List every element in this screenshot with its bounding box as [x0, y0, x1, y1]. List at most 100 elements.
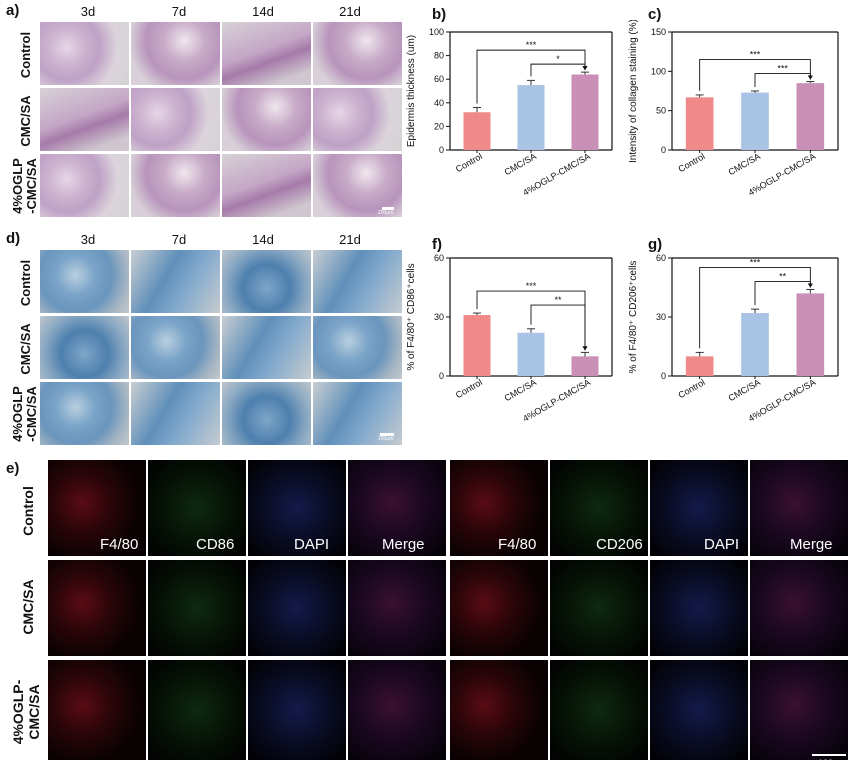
- scale-bar-a: [382, 207, 394, 210]
- if-tile-b0-r1-c0: [48, 560, 146, 656]
- bar-0: [463, 112, 491, 150]
- sig-bracket-1: [530, 304, 586, 351]
- col-label-7d-d: 7d: [171, 232, 187, 247]
- if-tile-b0-r0-c3: [348, 460, 446, 556]
- he-tile-r2-c0: [40, 154, 129, 217]
- col-label-3d: 3d: [80, 4, 96, 19]
- sig-bracket-0: [699, 59, 811, 91]
- masson-tile-r0-c2: [222, 250, 311, 313]
- bar-2: [796, 83, 825, 150]
- panel-b-label: b): [432, 6, 447, 23]
- he-tile-r2-c1: [131, 154, 220, 217]
- bar-2: [796, 293, 825, 376]
- y-tick-label: 20: [434, 121, 444, 131]
- row-label-cmc-e: CMC/SA: [20, 579, 36, 635]
- y-tick-label: 60: [434, 253, 444, 263]
- y-tick-label: 100: [429, 27, 444, 37]
- y-tick-label: 60: [656, 253, 666, 263]
- if-tile-b1-r0-c0: [450, 460, 548, 556]
- x-tick-label-0: Control: [677, 151, 707, 174]
- bar-2: [571, 356, 599, 376]
- if-tile-b0-r1-c3: [348, 560, 446, 656]
- bar-2: [571, 74, 599, 150]
- if-tile-b0-r0-c1: [148, 460, 246, 556]
- e-right-label-dapi: DAPI: [704, 536, 740, 553]
- if-tile-b1-r2-c3: [750, 660, 848, 760]
- sig-label-0: ***: [750, 257, 761, 267]
- chart-c-collagen: 0 50 100 150 Intensity of collagen staining …: [628, 20, 839, 198]
- panel-f-label: f): [432, 236, 442, 253]
- if-tile-b0-r1-c1: [148, 560, 246, 656]
- panel-d-label: d): [6, 230, 21, 247]
- y-tick-label: 50: [656, 106, 666, 116]
- y-tick-label: 0: [439, 371, 444, 381]
- if-tile-b1-r0-c2: [650, 460, 748, 556]
- masson-tile-r0-c1: [131, 250, 220, 313]
- e-left-label-dapi: DAPI: [294, 536, 330, 553]
- e-left-label-f480: F4/80: [100, 536, 139, 553]
- row-label-oglp-d: 4%OGLP -CMC/SA: [10, 386, 39, 442]
- x-tick-label-0: Control: [454, 377, 484, 400]
- x-tick-label-0: Control: [454, 151, 484, 174]
- y-axis-title: % of F4/80⁺ CD86⁺cells: [406, 263, 417, 370]
- y-tick-label: 0: [439, 145, 444, 155]
- col-label-14d: 14d: [252, 4, 274, 19]
- y-tick-label: 30: [434, 312, 444, 322]
- e-right-label-cd206: CD206: [596, 536, 643, 553]
- col-label-21d: 21d: [339, 4, 361, 19]
- if-tile-b1-r2-c0: [450, 660, 548, 760]
- row-label-control-e: Control: [20, 486, 36, 536]
- x-tick-label-1: CMC/SA: [503, 151, 538, 177]
- masson-tile-r1-c3: [313, 316, 402, 379]
- if-tile-b0-r2-c3: [348, 660, 446, 760]
- col-label-14d-d: 14d: [252, 232, 274, 247]
- scale-bar-d: [380, 433, 394, 436]
- if-tile-b1-r1-c3: [750, 560, 848, 656]
- if-tile-b1-r0-c1: [550, 460, 648, 556]
- y-tick-label: 150: [651, 27, 666, 37]
- scale-text-a: 200μm: [378, 210, 394, 216]
- y-tick-label: 80: [434, 51, 444, 61]
- if-tile-b1-r1-c2: [650, 560, 748, 656]
- masson-tile-r2-c2: [222, 382, 311, 445]
- row-label-oglp-a: 4%OGLP -CMC/SA: [10, 158, 39, 214]
- bar-0: [685, 356, 714, 376]
- masson-tile-r2-c0: [40, 382, 129, 445]
- bar-1: [741, 92, 769, 150]
- masson-tile-r0-c0: [40, 250, 129, 313]
- he-tile-r0-c0: [40, 22, 129, 85]
- he-tile-r1-c3: [313, 88, 402, 151]
- he-tile-r1-c2: [222, 88, 311, 151]
- masson-tile-r1-c0: [40, 316, 129, 379]
- sig-label-1: **: [554, 295, 562, 305]
- masson-tile-r1-c1: [131, 316, 220, 379]
- he-tile-r1-c0: [40, 88, 129, 151]
- sig-arrow-1: [582, 66, 588, 71]
- masson-tile-r2-c1: [131, 382, 220, 445]
- y-axis-title: % of F4/80⁺ CD206⁺cells: [628, 261, 639, 374]
- y-axis-title: Intensity of collagen staining (%): [628, 20, 639, 163]
- bar-0: [685, 97, 714, 150]
- if-tile-b1-r1-c1: [550, 560, 648, 656]
- sig-arrow-1: [807, 75, 813, 80]
- sig-label-0: ***: [750, 50, 761, 60]
- sig-label-0: ***: [526, 40, 537, 50]
- sig-arrow-1: [807, 283, 813, 288]
- he-tile-r0-c1: [131, 22, 220, 85]
- if-tile-b0-r2-c1: [148, 660, 246, 760]
- chart-f-cd86: 0 30 60 % of F4/80⁺ CD86⁺cells Control CMC/SA…: [406, 253, 613, 424]
- sig-label-1: *: [556, 54, 560, 64]
- y-tick-label: 30: [656, 312, 666, 322]
- scale-bar-e: [812, 754, 846, 756]
- he-tile-r2-c2: [222, 154, 311, 217]
- if-tile-b1-r0-c3: [750, 460, 848, 556]
- bar-1: [517, 85, 545, 150]
- if-tile-b0-r2-c2: [248, 660, 346, 760]
- bar-1: [741, 313, 769, 376]
- e-right-label-f480: F4/80: [498, 536, 537, 553]
- if-tile-b1-r2-c1: [550, 660, 648, 760]
- panel-c-label: c): [648, 6, 662, 23]
- panel-e-label: e): [6, 460, 20, 477]
- scale-text-d: 200μm: [378, 436, 394, 442]
- he-tile-r0-c3: [313, 22, 402, 85]
